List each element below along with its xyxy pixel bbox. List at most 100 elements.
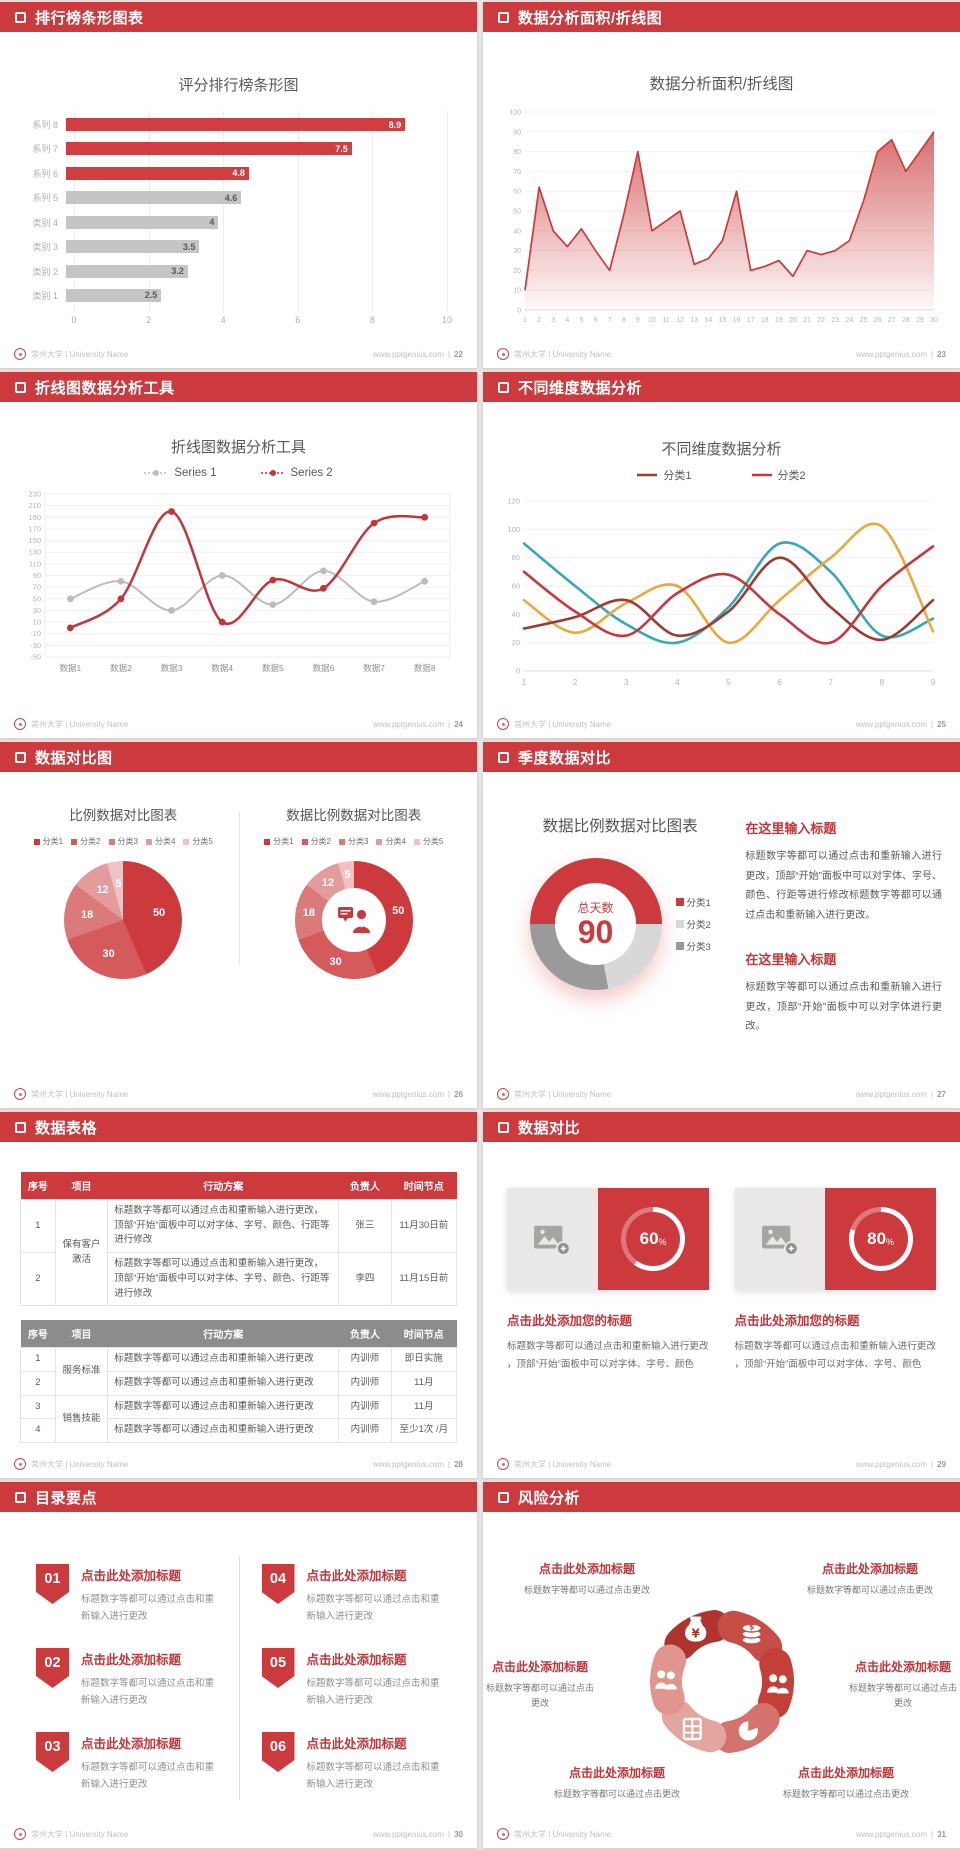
footer-right: www.pptgenius.com | 29 [856, 1460, 946, 1469]
legend-swatch [376, 838, 383, 845]
footer-separator: | [931, 1089, 934, 1099]
footer-right: www.pptgenius.com | 28 [373, 1460, 463, 1469]
footer-left: 常州大学 | University Name [14, 1828, 128, 1840]
table-row: 4 标题数字等都可以通过点击和重新输入进行更改 内训师 至少1次 /月 [20, 1418, 458, 1444]
bar-rows: 系列 8 8.9 系列 7 7.5 系列 6 4.8 系列 5 4.6 类别 4 4 类别 3 3.5… [20, 111, 447, 309]
catalog-item: 03 点击此处添加标题 标题数字等都可以通过点击和重新输入进行更改 [36, 1732, 216, 1796]
risk-pinwheel-svg: ¥ $ [649, 1610, 794, 1753]
table-cell: 11月30日前 [390, 1198, 458, 1254]
progress-panel: 80% [825, 1188, 936, 1290]
pie-slice-label: 5 [115, 877, 122, 890]
slide-header-title: 数据对比图 [35, 749, 113, 767]
progress-ring-center: 80% [853, 1212, 908, 1266]
column-header: 项目 [55, 1320, 108, 1348]
risk-item-title: 点击此处添加标题 [568, 1766, 665, 1780]
legend-swatch [675, 942, 684, 950]
university-seal-logo [14, 1088, 26, 1100]
number-badge: 04 [261, 1564, 295, 1604]
square-bullet-icon [498, 11, 509, 23]
svg-text:¥: ¥ [691, 1627, 700, 1641]
slide-quarterly-comparison: 季度数据对比 数据比例数据对比图表 总天数 90 分类1 分类2 分类3 在这里输入标… [483, 742, 960, 1108]
grid-line [372, 111, 374, 311]
column-header: 序号 [20, 1320, 56, 1348]
table-cell: 11月 [390, 1394, 458, 1420]
footer-separator: | [448, 1829, 451, 1839]
square-bullet-icon [498, 751, 509, 763]
slide-header: 数据分析面积/折线图 [483, 2, 960, 32]
slide-footer: 常州大学 | University Name www.pptgenius.com |… [14, 1828, 463, 1840]
svg-text:18: 18 [761, 317, 769, 324]
slide-dimension-lines-chart: 不同维度数据分析 不同维度数据分析 分类1 分类2 0 20 40 60 80 100 120… [483, 372, 960, 738]
svg-text:60: 60 [512, 582, 520, 591]
footer-site: www.pptgenius.com [855, 1089, 928, 1099]
bar: 8.9 [66, 118, 406, 131]
footer-brand: 常州大学 | University Name [514, 1089, 612, 1099]
grid-line [223, 111, 225, 311]
table-head: 序号 项目 行动方案 负责人 时间节点 [20, 1320, 457, 1348]
legend-swatch [145, 838, 152, 845]
table-cell: 11月 [390, 1371, 458, 1396]
progress-ring: 60% [621, 1207, 686, 1271]
bar-track: 2.5 [66, 288, 447, 302]
value-label: 4 [209, 217, 215, 228]
footer-separator: | [931, 1829, 934, 1839]
legend-label: 分类1 [273, 837, 294, 846]
legend-item: 分类1 [637, 467, 692, 483]
bar-row: 类别 3 3.5 [20, 236, 447, 257]
footer-right: www.pptgenius.com | 30 [373, 1830, 463, 1839]
footer-left: 常州大学 | University Name [497, 1088, 611, 1100]
svg-text:7: 7 [608, 317, 612, 324]
donut-row: 总天数 90 分类1 分类2 分类3 [495, 858, 745, 990]
university-seal-logo [14, 1458, 26, 1470]
catalog-item: 04 点击此处添加标题 标题数字等都可以通过点击和重新输入进行更改 [261, 1564, 442, 1628]
svg-text:数据3: 数据3 [161, 663, 183, 673]
chart-legend: 分类1 分类2 分类3 分类4 分类5 [239, 836, 470, 847]
svg-text:0: 0 [516, 667, 520, 676]
number-badge: 01 [36, 1564, 69, 1604]
footer-site: www.pptgenius.com [372, 349, 445, 359]
svg-text:80: 80 [513, 149, 521, 156]
legend-item: 分类3 [339, 836, 368, 847]
axis-label: 6 [295, 315, 301, 325]
catalog-item-text: 点击此处添加标题 标题数字等都可以通过点击和重新输入进行更改 [307, 1732, 442, 1793]
table-head: 序号 项目 行动方案 负责人 时间节点 [20, 1172, 457, 1200]
legend-label: 分类2 [777, 470, 806, 482]
card-top: 60% [507, 1188, 709, 1290]
legend-item: 分类1 [264, 836, 294, 847]
table-cell: 内训师 [338, 1371, 392, 1396]
legend-label: 分类4 [385, 837, 406, 846]
legend-swatch [339, 838, 346, 845]
legend-label: 分类1 [42, 837, 64, 846]
slide-area-line-chart: 数据分析面积/折线图 数据分析面积/折线图 0 10 20 30 40 50 60 70 80 9… [483, 2, 960, 368]
value-label: 7.5 [335, 143, 348, 154]
svg-text:60: 60 [513, 189, 521, 196]
svg-text:2: 2 [537, 317, 541, 324]
pie-panel-left: 比例数据对比图表 分类1 分类2 分类3 分类4 分类5 50 30 18 12 5 [8, 772, 239, 979]
bar-row: 系列 8 8.9 [20, 114, 447, 135]
slide-footer: 常州大学 | University Name www.pptgenius.com |… [14, 718, 463, 730]
legend-swatch [33, 838, 40, 845]
university-seal-logo [497, 1828, 509, 1840]
number-badge: 06 [261, 1732, 295, 1772]
svg-text:数据6: 数据6 [313, 663, 335, 673]
bar-row: 系列 7 7.5 [20, 138, 447, 159]
text-block-title: 在这里输入标题 [745, 821, 837, 836]
legend-label: 分类3 [686, 942, 711, 953]
catalog-item-body: 标题数字等都可以通过点击和重新输入进行更改 [306, 1762, 440, 1791]
bar-row: 系列 5 4.6 [20, 187, 447, 208]
column-header: 项目 [55, 1172, 108, 1200]
legend-label: 分类2 [310, 837, 332, 846]
slide-header: 目录要点 [0, 1482, 477, 1512]
card-body: 标题数字等都可以通过点击和重新输入进行更改 ，顶部“开始”面板中可以对字体、字号… [734, 1341, 937, 1370]
catalog-item: 06 点击此处添加标题 标题数字等都可以通过点击和重新输入进行更改 [261, 1732, 442, 1796]
chart-title: 比例数据对比图表 [69, 808, 178, 823]
table-row: 1 保有客户激活 标题数字等都可以通过点击和重新输入进行更改，顶部“开始”面板中可以… [20, 1198, 458, 1307]
footer-site: www.pptgenius.com [855, 349, 928, 359]
svg-text:21: 21 [803, 317, 811, 324]
table-cell: 服务标准 [54, 1347, 109, 1396]
pie-slice-label: 30 [102, 947, 115, 960]
axis-label: 0 [71, 315, 77, 325]
legend-item: 分类2 [301, 836, 332, 847]
svg-text:10: 10 [33, 618, 41, 627]
text-block: 在这里输入标题 标题数字等都可以通过点击和重新输入进行更改，顶部“开始”面板中可… [745, 818, 942, 925]
